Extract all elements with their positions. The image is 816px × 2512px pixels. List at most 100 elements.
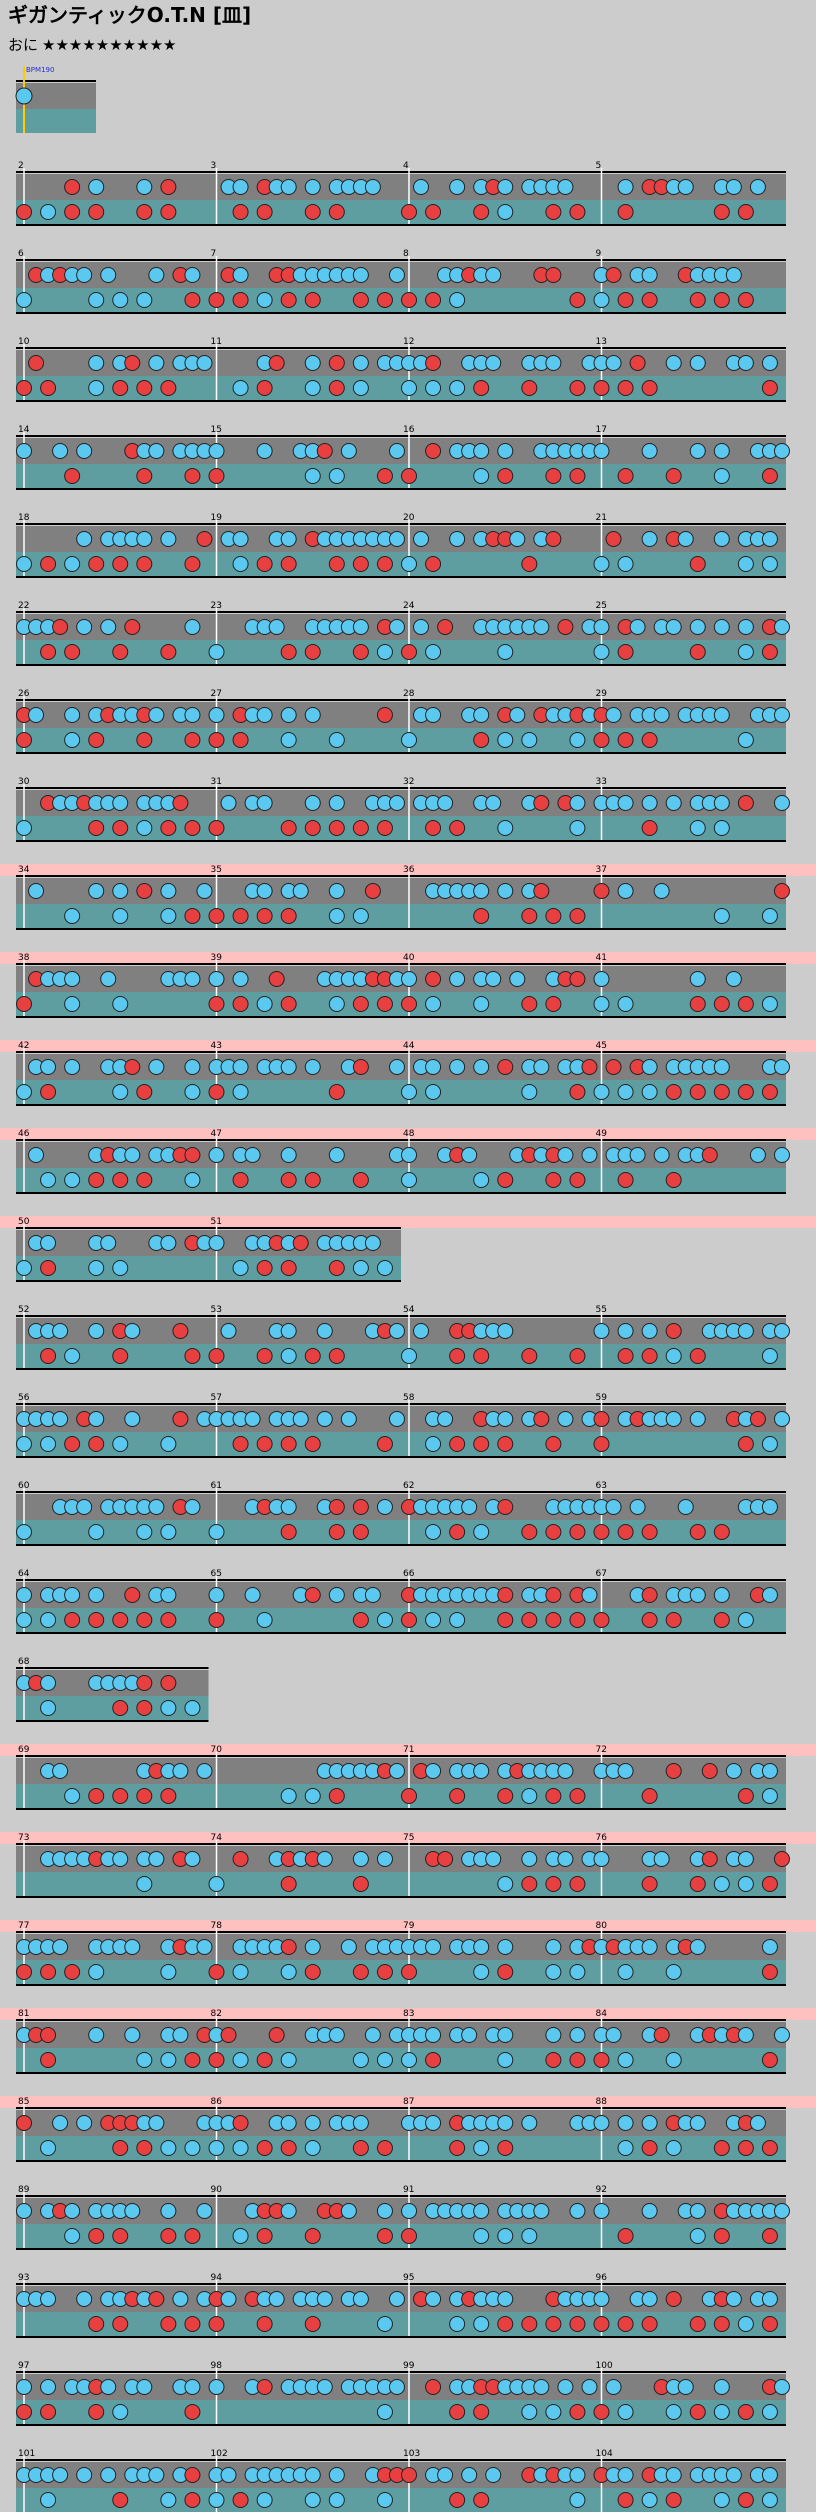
note <box>737 1084 754 1100</box>
note <box>280 1524 297 1540</box>
note <box>352 1524 369 1540</box>
note <box>160 1700 177 1716</box>
note <box>232 267 249 283</box>
note <box>256 380 273 396</box>
note <box>40 644 57 660</box>
measure-number: 17 <box>596 425 607 435</box>
note <box>256 883 273 899</box>
note <box>569 2052 586 2068</box>
note <box>569 1172 586 1188</box>
note <box>653 1147 670 1163</box>
note <box>737 2492 754 2508</box>
note <box>545 267 562 283</box>
row-line <box>16 1755 786 1757</box>
note <box>665 1763 682 1779</box>
note <box>28 355 45 371</box>
note <box>617 2467 634 2483</box>
note <box>88 2228 105 2244</box>
note <box>388 795 405 811</box>
note <box>352 1059 369 1075</box>
note <box>593 2203 610 2219</box>
note <box>148 2291 165 2307</box>
note <box>761 644 778 660</box>
note <box>232 2492 249 2508</box>
note <box>208 2316 225 2332</box>
measure-number: 15 <box>211 425 222 435</box>
note <box>713 443 730 459</box>
note <box>545 1172 562 1188</box>
note <box>401 1348 417 1364</box>
row-line <box>16 2283 786 2285</box>
note <box>593 292 610 308</box>
note <box>280 1260 297 1276</box>
note <box>136 468 153 484</box>
note <box>401 644 417 660</box>
note <box>376 2203 393 2219</box>
note <box>364 179 381 195</box>
note <box>689 2404 706 2420</box>
note <box>761 2052 778 2068</box>
note <box>88 2316 105 2332</box>
note <box>725 1763 742 1779</box>
lane-bottom <box>16 1520 786 1544</box>
note <box>557 2379 574 2395</box>
note <box>280 2115 297 2131</box>
note <box>569 1084 586 1100</box>
note <box>725 2291 742 2307</box>
note <box>425 1939 442 1955</box>
note <box>280 1499 297 1515</box>
note <box>280 2140 297 2156</box>
note <box>40 1964 57 1980</box>
note <box>304 795 321 811</box>
note <box>773 1059 790 1075</box>
measure-number: 94 <box>211 2273 223 2283</box>
note <box>569 204 586 220</box>
note <box>665 795 682 811</box>
note <box>461 1147 478 1163</box>
note <box>593 732 610 748</box>
note <box>376 556 393 572</box>
note <box>425 1059 442 1075</box>
note <box>64 2203 81 2219</box>
row: 38 39 40 41 <box>0 952 816 1018</box>
note <box>497 883 514 899</box>
note <box>497 1612 514 1628</box>
note <box>64 1612 81 1628</box>
note <box>160 1675 177 1691</box>
note <box>352 2140 369 2156</box>
note <box>16 1964 32 1980</box>
note <box>545 1524 562 1540</box>
note <box>88 1323 105 1339</box>
note <box>581 2379 598 2395</box>
note <box>473 2492 490 2508</box>
note <box>388 1763 405 1779</box>
note <box>533 883 550 899</box>
row: 22 23 24 25 <box>16 601 790 666</box>
measure-number: 91 <box>403 2185 414 2195</box>
note <box>569 908 586 924</box>
note <box>352 556 369 572</box>
note <box>497 2115 514 2131</box>
note <box>401 292 417 308</box>
note <box>88 883 105 899</box>
note <box>425 380 442 396</box>
note <box>689 971 706 987</box>
note <box>40 1059 57 1075</box>
note <box>388 1411 405 1427</box>
row: 64 65 66 67 <box>16 1569 786 1634</box>
note <box>449 1788 466 1804</box>
row-line <box>16 400 786 402</box>
note <box>497 1587 514 1603</box>
note <box>148 707 165 723</box>
note <box>232 292 249 308</box>
note <box>641 1348 658 1364</box>
note <box>641 2203 658 2219</box>
note <box>88 556 105 572</box>
note <box>280 1348 297 1364</box>
note <box>689 556 706 572</box>
note <box>485 2467 502 2483</box>
note <box>328 2492 345 2508</box>
note <box>112 2228 129 2244</box>
measure-number: 9 <box>596 249 602 259</box>
measure-number: 16 <box>403 425 415 435</box>
